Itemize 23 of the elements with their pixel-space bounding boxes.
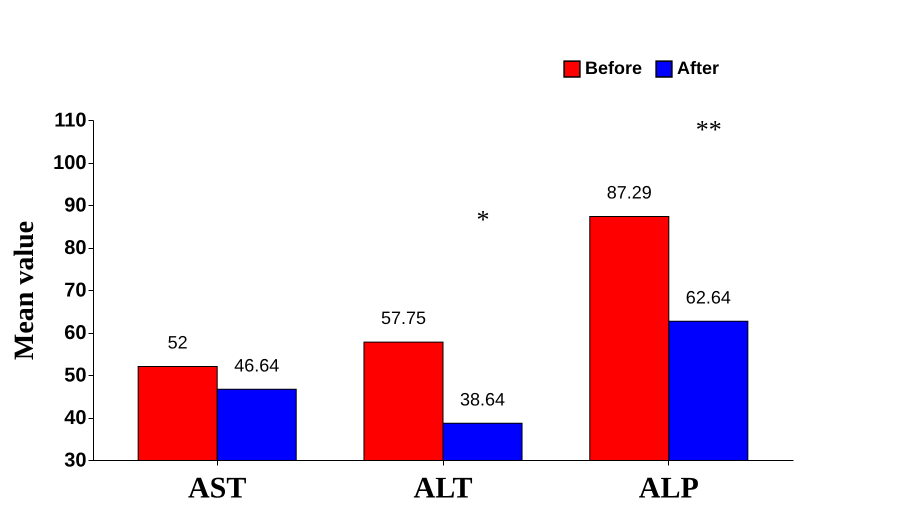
data-label: 38.64 xyxy=(460,389,506,410)
y-tick-label: 80 xyxy=(64,237,86,259)
legend-label: After xyxy=(677,58,720,78)
x-tick-label: AST xyxy=(188,472,246,504)
y-tick-label: 60 xyxy=(64,322,86,344)
x-tick-label: ALT xyxy=(414,472,472,504)
y-tick-label: 110 xyxy=(54,110,86,132)
y-tick-label: 100 xyxy=(53,152,86,174)
data-label: 87.29 xyxy=(606,182,652,203)
y-tick-label: 90 xyxy=(64,194,86,216)
annotation: ** xyxy=(696,115,722,144)
data-label: 46.64 xyxy=(234,355,280,376)
y-axis-title: Mean value xyxy=(9,220,40,360)
y-tick-label: 40 xyxy=(64,407,86,429)
x-tick-label: ALP xyxy=(638,472,699,504)
y-tick-label: 50 xyxy=(64,364,86,386)
data-label: 57.75 xyxy=(380,308,426,328)
y-tick-label: 70 xyxy=(64,280,86,302)
y-tick-label: 30 xyxy=(64,450,86,472)
data-label: 62.64 xyxy=(686,287,731,308)
data-label: 52 xyxy=(168,332,188,352)
annotation: * xyxy=(476,205,490,234)
legend-label: Before xyxy=(585,58,642,78)
